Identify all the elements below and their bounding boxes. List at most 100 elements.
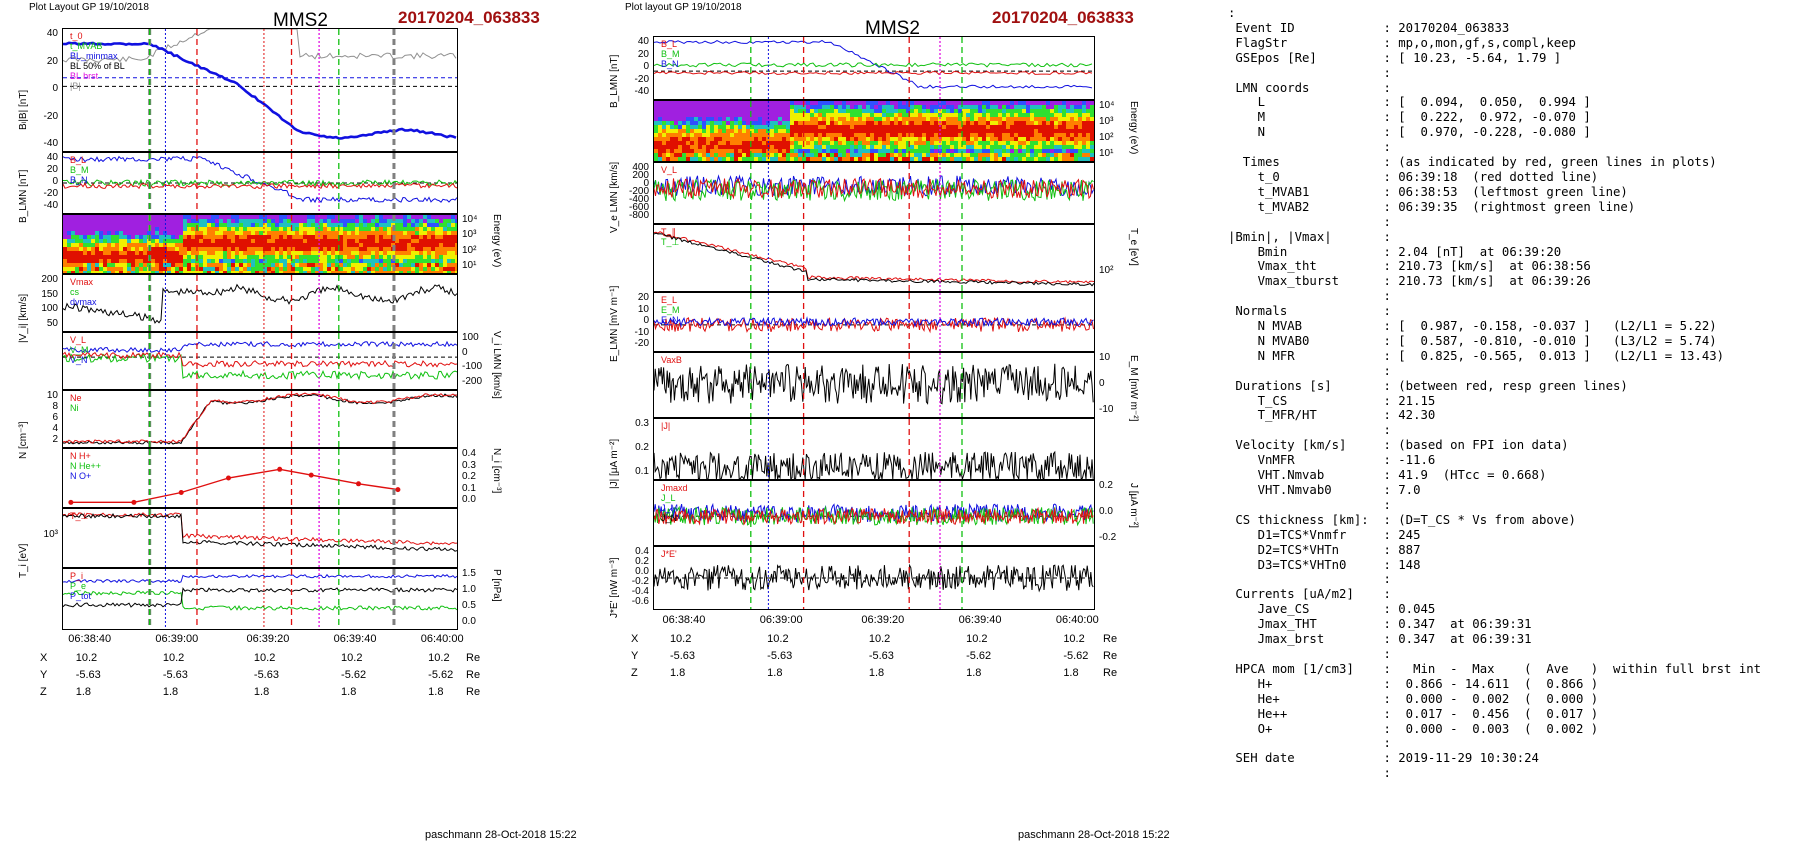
info-line: HPCA mom [1/cm3] : Min - Max ( Ave ) wit… bbox=[1228, 661, 1762, 676]
info-line: N MVAB0 : [ 0.587, -0.810, -0.010 ] (L3/… bbox=[1228, 333, 1717, 348]
y-tick-label: 10 bbox=[637, 303, 649, 315]
info-line: LMN coords : bbox=[1228, 80, 1391, 95]
left-mms-title: MMS2 bbox=[273, 10, 328, 31]
y-tick-label: -200 bbox=[628, 186, 649, 197]
pos-unit: Re bbox=[466, 669, 481, 681]
y-tick-label: 6 bbox=[52, 412, 58, 423]
legend-entry: VaxB bbox=[661, 355, 682, 365]
legend-entry: N He++ bbox=[70, 461, 102, 471]
y-tick-label-right: 10¹ bbox=[1099, 148, 1114, 159]
info-line: t_MVAB2 : 06:39:35 (rightmost green line… bbox=[1228, 199, 1636, 214]
VM-line bbox=[63, 352, 457, 381]
pos-value: 10.2 bbox=[428, 652, 450, 664]
info-line: D2=TCS*VHTn : 887 bbox=[1228, 542, 1421, 557]
y-tick-label: -400 bbox=[628, 194, 649, 205]
pos-value: -5.63 bbox=[669, 650, 696, 662]
right-mms-title: MMS2 bbox=[865, 18, 920, 39]
right-legend-elmn: E_L E_M E_N bbox=[661, 295, 680, 325]
x-tick-label: 06:40:00 bbox=[420, 633, 464, 645]
info-line: FlagStr : mp,o,mon,gf,s,compl,keep bbox=[1228, 35, 1576, 50]
info-line: SEH date : 2019-11-29 10:30:24 bbox=[1228, 751, 1539, 766]
info-line: He++ : 0.017 - 0.456 ( 0.017 ) bbox=[1228, 706, 1599, 721]
y-tick-label-right: 10² bbox=[1099, 132, 1114, 143]
y-tick-label: -0.2 bbox=[631, 576, 649, 587]
info-line: : bbox=[1228, 572, 1391, 587]
pos-value: -5.63 bbox=[868, 650, 894, 662]
pos-row-label: X bbox=[40, 652, 48, 664]
legend-entry: N O+ bbox=[70, 471, 92, 481]
pos-value: 1.8 bbox=[428, 686, 444, 698]
y-tick-label-right: 10³ bbox=[462, 229, 477, 241]
y-tick-label: 40 bbox=[46, 152, 58, 163]
pos-value: 10.2 bbox=[253, 652, 276, 664]
y-tick-label: 150 bbox=[41, 288, 58, 300]
y-tick-label: -40 bbox=[43, 138, 58, 149]
info-line: M : [ 0.222, 0.972, -0.070 ] bbox=[1228, 110, 1591, 125]
info-line: GSEpos [Re] : [ 10.23, -5.64, 1.79 ] bbox=[1228, 50, 1562, 65]
info-line: T_MFR/HT : 42.30 bbox=[1228, 408, 1436, 423]
legend-entry: Jmaxd bbox=[661, 483, 688, 493]
VeN-line bbox=[654, 177, 1094, 200]
info-line: : bbox=[1228, 646, 1391, 661]
y-tick-label: 0 bbox=[643, 178, 649, 189]
y-tick-label-right: 10³ bbox=[1099, 116, 1114, 127]
right-legend-blmn: B_L B_M B_N bbox=[661, 39, 680, 69]
info-line: Event ID : 20170204_063833 bbox=[1228, 20, 1510, 35]
info-line: t_0 : 06:39:18 (red dotted line) bbox=[1228, 169, 1599, 184]
info-line: N : [ 0.970, -0.228, -0.080 ] bbox=[1228, 125, 1591, 140]
left-legend-ti: T_⊥ bbox=[70, 511, 88, 521]
left-legend-vi: Vmax cs dvmax bbox=[70, 277, 97, 307]
x-tick-label: 06:39:00 bbox=[759, 614, 803, 626]
info-line: Durations [s] : (between red, resp green… bbox=[1228, 378, 1628, 393]
Pe-line bbox=[63, 587, 457, 608]
legend-entry: B_N bbox=[70, 175, 88, 185]
y-tick-label-right: 0.4 bbox=[462, 448, 476, 459]
left-event-title: 20170204_063833 bbox=[398, 8, 540, 27]
info-line: : bbox=[1228, 497, 1391, 512]
y-tick-label-right: -0.2 bbox=[1099, 532, 1117, 543]
legend-entry: BL_minmax bbox=[70, 51, 118, 61]
right-panel-blmn bbox=[653, 36, 1095, 100]
y-tick-label: 0.0 bbox=[635, 566, 649, 577]
info-line: Bmin : 2.04 [nT] at 06:39:20 bbox=[1228, 244, 1562, 259]
he-point bbox=[308, 472, 314, 478]
legend-entry: BL 50% of BL bbox=[70, 61, 125, 71]
info-line: N MFR : [ 0.825, -0.565, 0.013 ] (L2/L1 … bbox=[1228, 348, 1725, 363]
pos-value: -5.62 bbox=[428, 669, 454, 681]
legend-entry: V_L bbox=[661, 165, 678, 175]
info-line: H+ : 0.866 - 14.611 ( 0.866 ) bbox=[1228, 676, 1599, 691]
He-line bbox=[70, 468, 399, 504]
y-tick-label: 40 bbox=[637, 36, 649, 47]
legend-entry: dvmax bbox=[70, 297, 97, 307]
y-tick-label-right: 0.5 bbox=[462, 600, 476, 611]
x-tick-label: 06:39:40 bbox=[958, 614, 1002, 626]
x-tick-label: 06:39:40 bbox=[333, 633, 377, 645]
BL-line bbox=[63, 155, 457, 204]
legend-entry: J_N bbox=[661, 513, 678, 523]
y-tick-label: -40 bbox=[634, 86, 649, 97]
info-line: : bbox=[1228, 363, 1391, 378]
pos-value: 1.8 bbox=[669, 667, 686, 679]
info-line: Normals : bbox=[1228, 304, 1391, 319]
pos-value: 10.2 bbox=[868, 633, 891, 645]
y-tick-label: 0 bbox=[643, 315, 649, 326]
y-tick-label: -20 bbox=[43, 110, 58, 122]
y-tick-label-right: 10¹ bbox=[462, 260, 477, 271]
left-ylabel-vi: |V_i| [km/s] bbox=[18, 293, 29, 343]
Tperp-line bbox=[654, 232, 1094, 287]
y-tick-label-right: 0.2 bbox=[1099, 480, 1113, 491]
right-panel-je bbox=[653, 546, 1095, 610]
right-legend-em: VaxB bbox=[661, 355, 682, 365]
pos-value: -5.63 bbox=[162, 669, 188, 681]
y-tick-label-right: 0 bbox=[462, 346, 468, 358]
Ni-line bbox=[63, 393, 457, 445]
legend-entry: Ne bbox=[70, 393, 82, 403]
legend-entry: B_L bbox=[661, 39, 678, 49]
left-panel-blmn bbox=[62, 152, 458, 214]
right-ylabel-ve: V_e LMN [km/s] bbox=[609, 161, 620, 233]
y-tick-label-right: 10 bbox=[1099, 352, 1111, 363]
legend-entry: P_tot bbox=[70, 591, 92, 601]
right-ylabel-j: |J| [μA m⁻²] bbox=[609, 438, 620, 489]
y-tick-label: 4 bbox=[52, 423, 58, 434]
legend-entry: J*E' bbox=[661, 549, 677, 559]
